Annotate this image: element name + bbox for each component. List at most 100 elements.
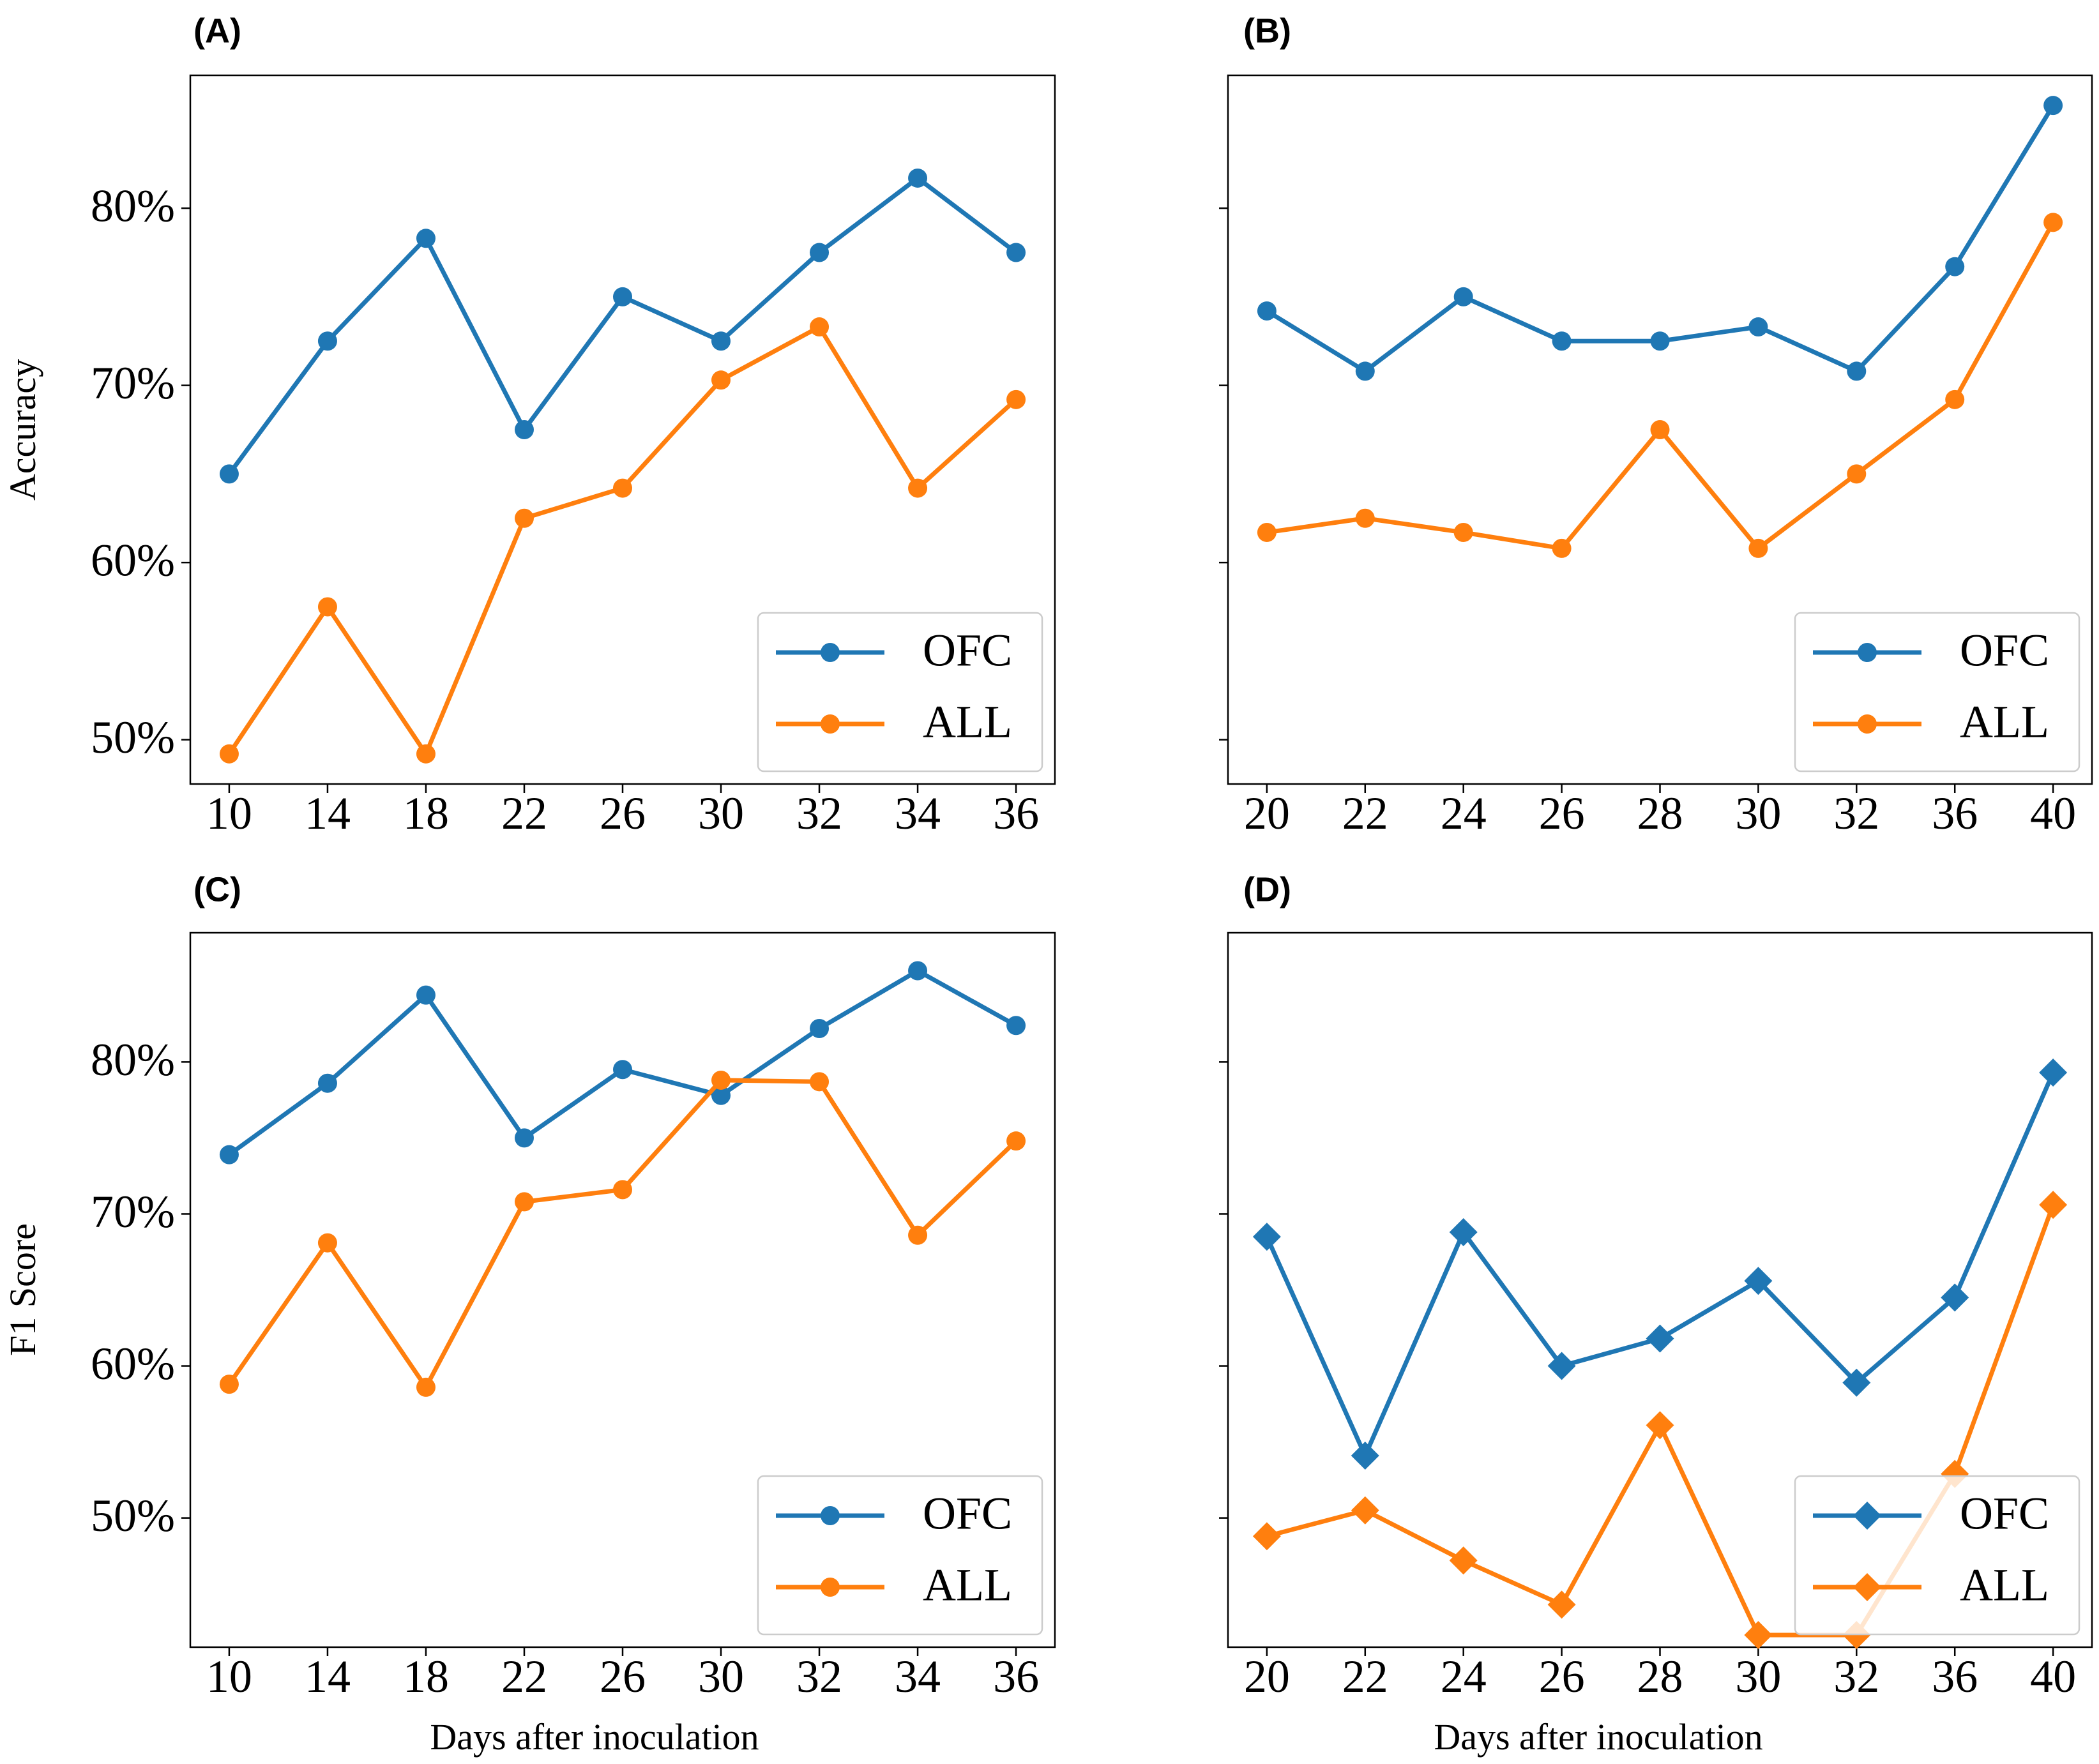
- x-tick-label: 34: [895, 788, 941, 839]
- data-point: [317, 331, 337, 351]
- x-tick-label: 32: [796, 1651, 842, 1702]
- y-axis-title: Accuracy: [2, 359, 43, 501]
- data-point: [1847, 361, 1867, 381]
- data-point: [1552, 538, 1572, 558]
- y-tick-label: 80%: [91, 1034, 175, 1085]
- data-point: [810, 243, 830, 262]
- legend-item-all: ALL: [1813, 697, 2049, 748]
- data-point: [908, 478, 928, 498]
- x-tick-label: 36: [993, 788, 1039, 839]
- data-point: [1945, 257, 1965, 276]
- legend-label: ALL: [1960, 1560, 2049, 1611]
- y-tick-label: 70%: [91, 358, 175, 409]
- x-tick-label: 10: [206, 1651, 252, 1702]
- data-point: [514, 1192, 534, 1212]
- data-point: [1744, 1620, 1773, 1649]
- data-point: [219, 1375, 239, 1394]
- y-tick-label: 80%: [91, 181, 175, 232]
- series-line-all: [227, 1078, 1018, 1390]
- data-point: [2039, 1059, 2068, 1087]
- x-tick-label: 20: [1244, 1651, 1290, 1702]
- data-point: [1252, 1522, 1281, 1551]
- data-point: [908, 1225, 928, 1245]
- x-tick-label: 22: [501, 1651, 547, 1702]
- legend: OFC ALL: [1794, 1475, 2080, 1636]
- legend-label: ALL: [923, 1560, 1012, 1611]
- series-ofc: [219, 168, 1026, 484]
- x-tick-label: 32: [1833, 788, 1879, 839]
- x-tick-label: 26: [600, 1651, 646, 1702]
- x-tick-label: 28: [1637, 788, 1683, 839]
- data-point: [2043, 96, 2063, 116]
- legend-item-ofc: OFC: [776, 1488, 1012, 1539]
- x-tick-label: 36: [1932, 1651, 1978, 1702]
- series-ofc: [1252, 1059, 2068, 1470]
- x-tick-label: 24: [1441, 1651, 1487, 1702]
- data-point: [317, 1233, 337, 1253]
- series-line-ofc: [1264, 1071, 2056, 1458]
- data-point: [711, 1085, 731, 1105]
- data-point: [613, 478, 632, 498]
- x-tick-label: 28: [1637, 1651, 1683, 1702]
- x-tick-label: 30: [1735, 1651, 1781, 1702]
- y-tick-label: 60%: [91, 1338, 175, 1389]
- legend-marker: [821, 1506, 840, 1525]
- data-point: [1449, 1546, 1478, 1575]
- data-point: [613, 1060, 632, 1080]
- x-tick-label: 32: [1833, 1651, 1879, 1702]
- data-point: [514, 420, 534, 439]
- legend-item-all: ALL: [776, 697, 1012, 748]
- data-point: [416, 985, 436, 1005]
- legend: OFC ALL: [757, 1475, 1043, 1636]
- data-point: [317, 597, 337, 617]
- data-point: [416, 1377, 436, 1397]
- data-point: [810, 317, 830, 337]
- panel-label: (B): [1243, 11, 1291, 50]
- data-point: [1449, 1218, 1478, 1247]
- y-axis-title: F1 Score: [2, 1223, 43, 1356]
- data-point: [1006, 1131, 1026, 1151]
- data-point: [1006, 389, 1026, 409]
- series-all: [219, 317, 1026, 764]
- x-tick-label: 26: [600, 788, 646, 839]
- x-tick-label: 36: [993, 1651, 1039, 1702]
- legend-label: OFC: [1960, 625, 2049, 676]
- data-point: [1547, 1352, 1576, 1380]
- series-all: [219, 1070, 1026, 1397]
- series-line-ofc: [227, 176, 1018, 476]
- data-point: [1646, 1324, 1674, 1353]
- data-point: [1748, 538, 1768, 558]
- legend-marker: [1853, 1573, 1881, 1601]
- x-axis-title: Days after inoculation: [430, 1716, 759, 1758]
- legend-item-ofc: OFC: [1813, 625, 2049, 676]
- data-point: [219, 464, 239, 484]
- x-axis-title: Days after inoculation: [1434, 1716, 1762, 1758]
- x-tick-label: 18: [403, 1651, 449, 1702]
- data-point: [1646, 1411, 1674, 1440]
- legend-item-ofc: OFC: [1813, 1488, 2049, 1539]
- data-point: [711, 331, 731, 351]
- chart-panel-4: (D) 20 22 24 26 28 30 32 36 40 Days after inoculat…: [1219, 870, 2093, 1758]
- x-tick-label: 36: [1932, 788, 1978, 839]
- y-tick-label: 70%: [91, 1186, 175, 1237]
- data-point: [1552, 331, 1572, 351]
- data-point: [1650, 420, 1670, 439]
- chart-panel-2: (B) 20 22 24 26 28 30 32 36 40 OFC ALL: [1219, 11, 2093, 839]
- panel-label: (C): [193, 870, 241, 908]
- panel-label: (A): [193, 11, 241, 50]
- data-point: [1744, 1267, 1773, 1295]
- legend-label: OFC: [923, 1488, 1012, 1539]
- series-line-ofc: [1266, 104, 2056, 373]
- x-tick-label: 30: [698, 1651, 744, 1702]
- data-point: [219, 744, 239, 764]
- y-tick-label: 60%: [91, 535, 175, 586]
- data-point: [613, 1180, 632, 1200]
- x-tick-label: 34: [895, 1651, 941, 1702]
- data-point: [1006, 243, 1026, 262]
- x-tick-label: 30: [1735, 788, 1781, 839]
- data-point: [1847, 464, 1867, 484]
- legend-marker: [821, 643, 840, 662]
- x-tick-label: 26: [1539, 1651, 1585, 1702]
- data-point: [514, 1128, 534, 1148]
- x-tick-label: 40: [2030, 788, 2076, 839]
